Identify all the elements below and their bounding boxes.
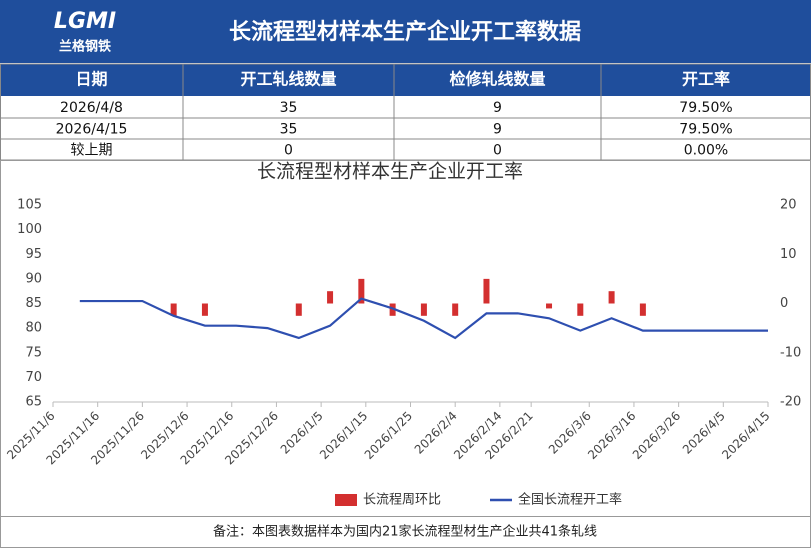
header-title: 长流程型材样本生产企业开工率数据: [229, 19, 581, 45]
table-cell: 2026/4/15: [56, 122, 128, 138]
column-header: 检修轧线数量: [449, 70, 545, 89]
table-cell: 较上期: [71, 143, 113, 159]
table-cell: 0: [493, 143, 502, 159]
footnote: 备注：本图表数据样本为国内21家长流程型材生产企业共41条轧线: [213, 524, 597, 540]
y2-tick-label: -20: [780, 395, 801, 410]
table-cell: 79.50%: [679, 122, 732, 138]
table-cell: 79.50%: [679, 100, 732, 116]
bar: [420, 303, 427, 316]
legend-swatch: [335, 494, 357, 506]
column-header: 开工率: [682, 70, 730, 89]
bar: [170, 303, 177, 316]
y-tick-label: 100: [17, 222, 42, 237]
table-header: [0, 64, 811, 96]
table-cell: 35: [280, 100, 298, 116]
legend-label: 全国长流程开工率: [518, 492, 622, 508]
table-cell: 0: [284, 143, 293, 159]
y2-tick-label: 10: [780, 247, 797, 262]
bar: [608, 291, 615, 304]
table-cell: 0.00%: [684, 143, 728, 159]
bar: [389, 303, 396, 316]
bar: [201, 303, 208, 316]
y-tick-label: 75: [25, 345, 42, 360]
y-tick-label: 95: [25, 247, 42, 262]
logo: LGMI: [54, 9, 116, 34]
table-cell: 9: [493, 122, 502, 138]
y-tick-label: 70: [25, 370, 42, 385]
y-tick-label: 90: [25, 271, 42, 286]
y-tick-label: 65: [25, 395, 42, 410]
table-cell: 35: [280, 122, 298, 138]
bar: [483, 278, 490, 304]
bar: [327, 291, 334, 304]
bar: [577, 303, 584, 316]
bar: [358, 278, 365, 304]
legend-label: 长流程周环比: [363, 493, 441, 508]
bar: [452, 303, 459, 316]
header-bar: [0, 0, 811, 63]
table: 日期 开工轧线数量 检修轧线数量 开工率 2026/4/8 35 9 79.50% 2026/4…: [0, 63, 811, 161]
bar: [546, 303, 553, 309]
bar: [639, 303, 646, 316]
y-tick-label: 85: [25, 296, 42, 311]
column-header: 开工轧线数量: [240, 70, 336, 89]
y2-tick-label: -10: [780, 345, 801, 360]
table-cell: 2026/4/8: [60, 100, 123, 116]
table-cell: 9: [493, 100, 502, 116]
chart-title: 长流程型材样本生产企业开工率: [257, 161, 523, 183]
line: [79, 297, 768, 340]
bar: [295, 303, 302, 316]
column-header: 日期: [75, 70, 107, 89]
logo-sub: 兰格钢铁: [59, 39, 111, 55]
y-tick-label: 105: [17, 198, 42, 213]
y2-tick-label: 0: [780, 296, 788, 311]
y2-tick-label: 20: [780, 198, 797, 213]
y-tick-label: 80: [25, 321, 42, 336]
